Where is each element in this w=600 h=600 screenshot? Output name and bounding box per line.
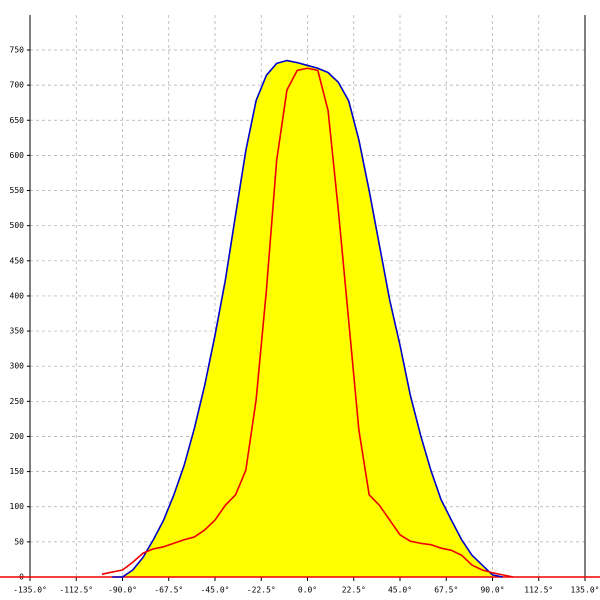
y-tick-label: 450 bbox=[10, 256, 25, 265]
x-tick-label: -67.5° bbox=[154, 586, 183, 595]
x-tick-label: 90.0° bbox=[480, 586, 504, 595]
y-tick-label: 500 bbox=[10, 221, 25, 230]
y-tick-label: 250 bbox=[10, 397, 25, 406]
y-tick-label: 400 bbox=[10, 291, 25, 300]
y-tick-label: 650 bbox=[10, 116, 25, 125]
y-tick-label: 150 bbox=[10, 467, 25, 476]
x-tick-label: -90.0° bbox=[108, 586, 137, 595]
x-tick-label: -22.5° bbox=[247, 586, 276, 595]
x-tick-label: 112.5° bbox=[524, 586, 553, 595]
series-line bbox=[112, 59, 503, 578]
y-tick-label: 300 bbox=[10, 362, 25, 371]
y-tick-label: 50 bbox=[14, 537, 24, 546]
y-tick-label: 550 bbox=[10, 186, 25, 195]
x-tick-label: -45.0° bbox=[201, 586, 230, 595]
area-fill bbox=[112, 60, 503, 578]
y-tick-label: 100 bbox=[10, 502, 25, 511]
x-tick-label: 67.5° bbox=[434, 586, 458, 595]
series-line bbox=[101, 67, 514, 578]
y-tick-label: 600 bbox=[10, 151, 25, 160]
x-tick-label: 135.0° bbox=[571, 586, 600, 595]
y-tick-label: 700 bbox=[10, 81, 25, 90]
y-tick-label: 200 bbox=[10, 432, 25, 441]
x-tick-label: 0.0° bbox=[298, 586, 317, 595]
x-tick-label: -112.5° bbox=[59, 586, 93, 595]
y-tick-label: 750 bbox=[10, 46, 25, 55]
x-tick-label: -135.0° bbox=[13, 586, 47, 595]
y-tick-label: 350 bbox=[10, 327, 25, 336]
x-tick-label: 22.5° bbox=[342, 586, 366, 595]
x-tick-label: 45.0° bbox=[388, 586, 412, 595]
